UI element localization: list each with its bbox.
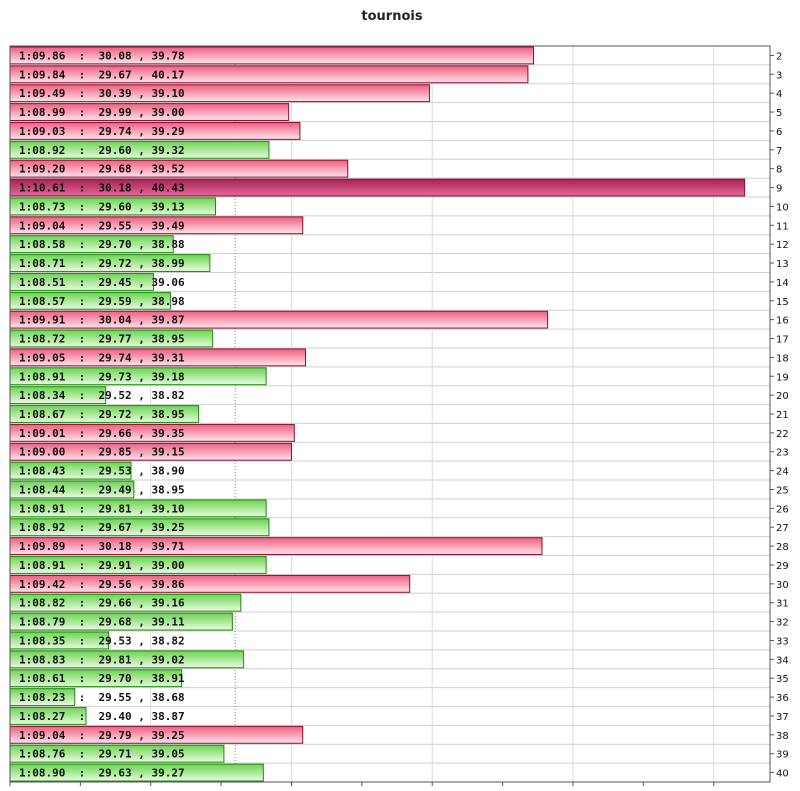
category-label: 38	[776, 731, 789, 742]
bar-labels: 1:09.86 : 30.08 , 39.78 1:09.84 : 29.67 ,…	[19, 49, 185, 779]
bar-label: 1:10.61 : 30.18 , 40.43	[19, 182, 185, 195]
category-label: 10	[776, 202, 789, 213]
category-label: 19	[776, 372, 789, 383]
bar-label: 1:08.51 : 29.45 , 39.06	[19, 276, 185, 289]
category-label: 14	[776, 278, 789, 289]
category-label: 39	[776, 750, 789, 761]
bar-label: 1:09.03 : 29.74 , 39.29	[19, 125, 185, 138]
category-label: 23	[776, 448, 789, 459]
category-label: 28	[776, 542, 789, 553]
bar-label: 1:09.91 : 30.04 , 39.87	[19, 314, 185, 327]
category-label: 37	[776, 712, 789, 723]
category-label: 8	[776, 165, 782, 176]
category-label: 12	[776, 240, 789, 251]
category-label: 18	[776, 353, 789, 364]
bar-label: 1:09.04 : 29.55 , 39.49	[19, 219, 185, 232]
bar-label: 1:08.76 : 29.71 , 39.05	[19, 748, 185, 761]
chart-title: tournois	[361, 9, 423, 24]
bar-label: 1:08.82 : 29.66 , 39.16	[19, 597, 185, 610]
grid-lines	[9, 46, 770, 782]
category-label: 21	[776, 410, 789, 421]
bar-label: 1:08.91 : 29.73 , 39.18	[19, 370, 185, 383]
bar-label: 1:08.67 : 29.72 , 38.95	[19, 408, 185, 421]
category-label: 16	[776, 316, 789, 327]
category-label: 35	[776, 674, 789, 685]
bar-label: 1:09.20 : 29.68 , 39.52	[19, 163, 185, 176]
bar-label: 1:09.89 : 30.18 , 39.71	[19, 540, 185, 553]
bar-label: 1:08.27 : 29.40 , 38.87	[19, 710, 185, 723]
bar-label: 1:08.91 : 29.81 , 39.10	[19, 502, 185, 515]
category-label: 27	[776, 523, 789, 534]
bar-label: 1:09.05 : 29.74 , 39.31	[19, 351, 185, 364]
category-label: 6	[776, 127, 782, 138]
category-label: 17	[776, 335, 789, 346]
category-label: 25	[776, 485, 789, 496]
bar-label: 1:08.83 : 29.81 , 39.02	[19, 653, 185, 666]
bar-label: 1:09.84 : 29.67 , 40.17	[19, 68, 185, 81]
bar-label: 1:08.23 : 29.55 , 38.68	[19, 691, 185, 704]
bar-label: 1:08.90 : 29.63 , 39.27	[19, 767, 185, 780]
bar-label: 1:08.44 : 29.49 , 38.95	[19, 483, 185, 496]
bar-label: 1:09.04 : 29.79 , 39.25	[19, 729, 185, 742]
category-label: 13	[776, 259, 789, 270]
bar-label: 1:09.86 : 30.08 , 39.78	[19, 49, 185, 62]
category-label: 5	[776, 108, 782, 119]
bar-label: 1:08.91 : 29.91 , 39.00	[19, 559, 185, 572]
bar-label: 1:08.72 : 29.77 , 38.95	[19, 333, 185, 346]
category-label: 3	[776, 70, 782, 81]
bars	[9, 46, 746, 782]
category-label: 22	[776, 429, 789, 440]
category-label: 4	[776, 89, 782, 100]
category-label: 31	[776, 599, 789, 610]
category-label: 26	[776, 504, 789, 515]
category-label: 15	[776, 297, 789, 308]
bar-label: 1:09.49 : 30.39 , 39.10	[19, 87, 185, 100]
category-axis: 2345678910111213141516171819202122232425…	[770, 51, 789, 780]
bar-label: 1:08.92 : 29.60 , 39.32	[19, 144, 185, 157]
category-label: 29	[776, 561, 789, 572]
category-label: 32	[776, 618, 789, 629]
category-label: 40	[776, 769, 789, 780]
category-label: 7	[776, 146, 782, 157]
category-label: 34	[776, 655, 789, 666]
bar-label: 1:08.99 : 29.99 , 39.00	[19, 106, 185, 119]
category-label: 24	[776, 467, 789, 478]
category-label: 36	[776, 693, 789, 704]
category-label: 33	[776, 636, 789, 647]
bar-label: 1:08.43 : 29.53 , 38.90	[19, 465, 185, 478]
bar-label: 1:09.42 : 29.56 , 39.86	[19, 578, 185, 591]
bar-label: 1:09.00 : 29.85 , 39.15	[19, 446, 185, 459]
bar-label: 1:08.57 : 29.59 , 38.98	[19, 295, 185, 308]
bar-label: 1:08.61 : 29.70 , 38.91	[19, 672, 185, 685]
bar-label: 1:08.58 : 29.70 , 38.88	[19, 238, 185, 251]
bar-label: 1:08.92 : 29.67 , 39.25	[19, 521, 185, 534]
category-label: 11	[776, 221, 789, 232]
bar-label: 1:08.35 : 29.53 , 38.82	[19, 634, 185, 647]
bar-label: 1:08.71 : 29.72 , 38.99	[19, 257, 185, 270]
bar-label: 1:08.73 : 29.60 , 39.13	[19, 200, 185, 213]
bar-label: 1:09.01 : 29.66 , 39.35	[19, 427, 185, 440]
bar-label: 1:08.79 : 29.68 , 39.11	[19, 616, 185, 629]
category-label: 2	[776, 51, 782, 62]
category-label: 20	[776, 391, 789, 402]
category-label: 30	[776, 580, 789, 591]
bar-label: 1:08.34 : 29.52 , 38.82	[19, 389, 185, 402]
category-label: 9	[776, 184, 782, 195]
